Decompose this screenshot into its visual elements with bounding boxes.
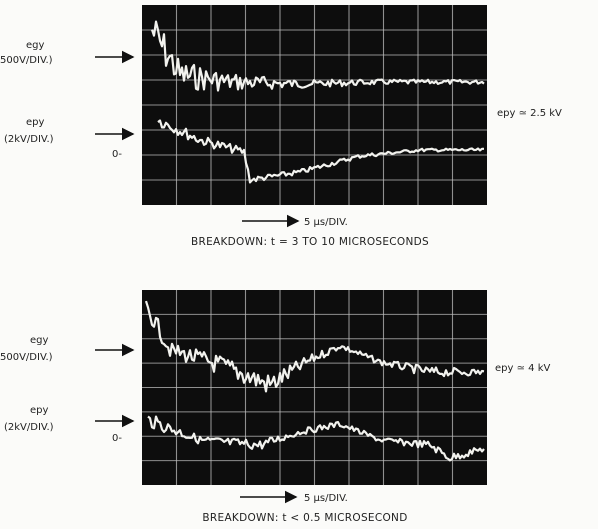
trace-name: egy: [30, 335, 49, 346]
time-scale: 5 μs/DIV.: [304, 493, 348, 504]
trace-scale: 500V/DIV.): [0, 352, 53, 363]
time-scale: 5 μs/DIV.: [304, 217, 348, 228]
trace-scale: (2kV/DIV.): [4, 422, 54, 433]
condition: epy ≃ 2.5 kV: [497, 108, 562, 119]
trace-scale: (2kV/DIV.): [4, 134, 54, 145]
figure: egy 500V/DIV.) epy (2kV/DIV.) 0- epy ≃ 2…: [0, 0, 598, 529]
condition: epy ≃ 4 kV: [495, 363, 550, 374]
zero-marker: 0-: [112, 433, 122, 444]
caption: BREAKDOWN: t = 3 TO 10 MICROSECONDS: [191, 236, 429, 248]
panel: egy 500V/DIV.) epy (2kV/DIV.) 0- epy ≃ 2…: [0, 5, 562, 248]
trace-name: epy: [26, 117, 45, 128]
zero-marker: 0-: [112, 149, 122, 160]
trace-name: egy: [26, 40, 45, 51]
panel: egy 500V/DIV.) epy (2kV/DIV.) 0- epy ≃ 4…: [0, 290, 550, 524]
trace-scale: 500V/DIV.): [0, 55, 53, 66]
caption: BREAKDOWN: t < 0.5 MICROSECOND: [202, 512, 407, 524]
trace-name: epy: [30, 405, 49, 416]
